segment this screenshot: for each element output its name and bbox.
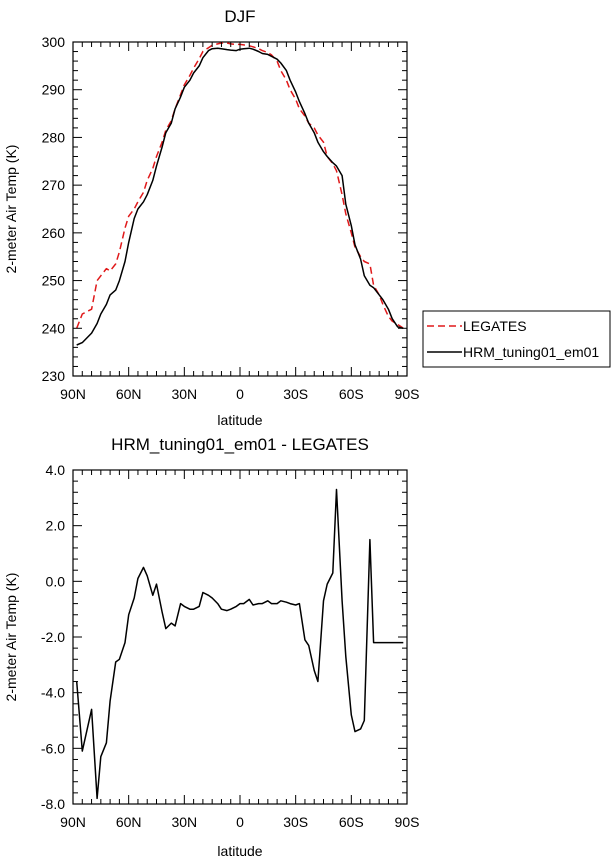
y-axis-label: 2-meter Air Temp (K) <box>3 573 19 702</box>
x-axis-label: latitude <box>217 843 262 859</box>
chart-title: HRM_tuning01_em01 - LEGATES <box>111 435 369 454</box>
y-tick-label: 240 <box>42 320 66 336</box>
x-tick-label: 90S <box>395 814 420 830</box>
y-tick-label: -2.0 <box>41 629 65 645</box>
x-tick-label: 90S <box>395 386 420 402</box>
y-tick-label: 250 <box>42 273 66 289</box>
legend-box <box>422 310 611 368</box>
y-tick-label: 4.0 <box>46 462 66 478</box>
x-tick-label: 90N <box>60 386 86 402</box>
x-tick-label: 0 <box>236 814 244 830</box>
y-tick-label: 280 <box>42 129 66 145</box>
y-tick-label: 2.0 <box>46 518 66 534</box>
series-line-0-0 <box>76 42 404 329</box>
chart-title: DJF <box>224 7 255 26</box>
x-tick-label: 60S <box>339 386 364 402</box>
y-tick-label: 230 <box>42 368 66 384</box>
x-axis-label: latitude <box>217 412 262 428</box>
y-tick-label: 290 <box>42 82 66 98</box>
plot-frame-1 <box>72 469 408 805</box>
x-tick-label: 30N <box>171 814 197 830</box>
y-tick-label: 260 <box>42 225 66 241</box>
y-tick-label: 270 <box>42 177 66 193</box>
x-tick-label: 60N <box>116 386 142 402</box>
x-tick-label: 30S <box>283 814 308 830</box>
x-tick-label: 30S <box>283 386 308 402</box>
x-tick-label: 60S <box>339 814 364 830</box>
legend-label-0: LEGATES <box>463 318 527 334</box>
x-tick-label: 60N <box>116 814 142 830</box>
y-tick-label: -4.0 <box>41 685 65 701</box>
x-tick-label: 90N <box>60 814 86 830</box>
series-line-1-0 <box>75 488 404 800</box>
x-tick-label: 30N <box>171 386 197 402</box>
legend: LEGATES HRM_tuning01_em01 <box>422 310 611 368</box>
y-tick-label: -6.0 <box>41 740 65 756</box>
series-line-0-1 <box>76 47 404 346</box>
y-tick-label: 300 <box>42 34 66 50</box>
y-tick-label: 0.0 <box>46 573 66 589</box>
plot-frame-0 <box>72 41 408 377</box>
legend-label-1: HRM_tuning01_em01 <box>463 344 599 360</box>
y-tick-label: -8.0 <box>41 796 65 812</box>
x-tick-label: 0 <box>236 386 244 402</box>
y-axis-label: 2-meter Air Temp (K) <box>3 145 19 274</box>
